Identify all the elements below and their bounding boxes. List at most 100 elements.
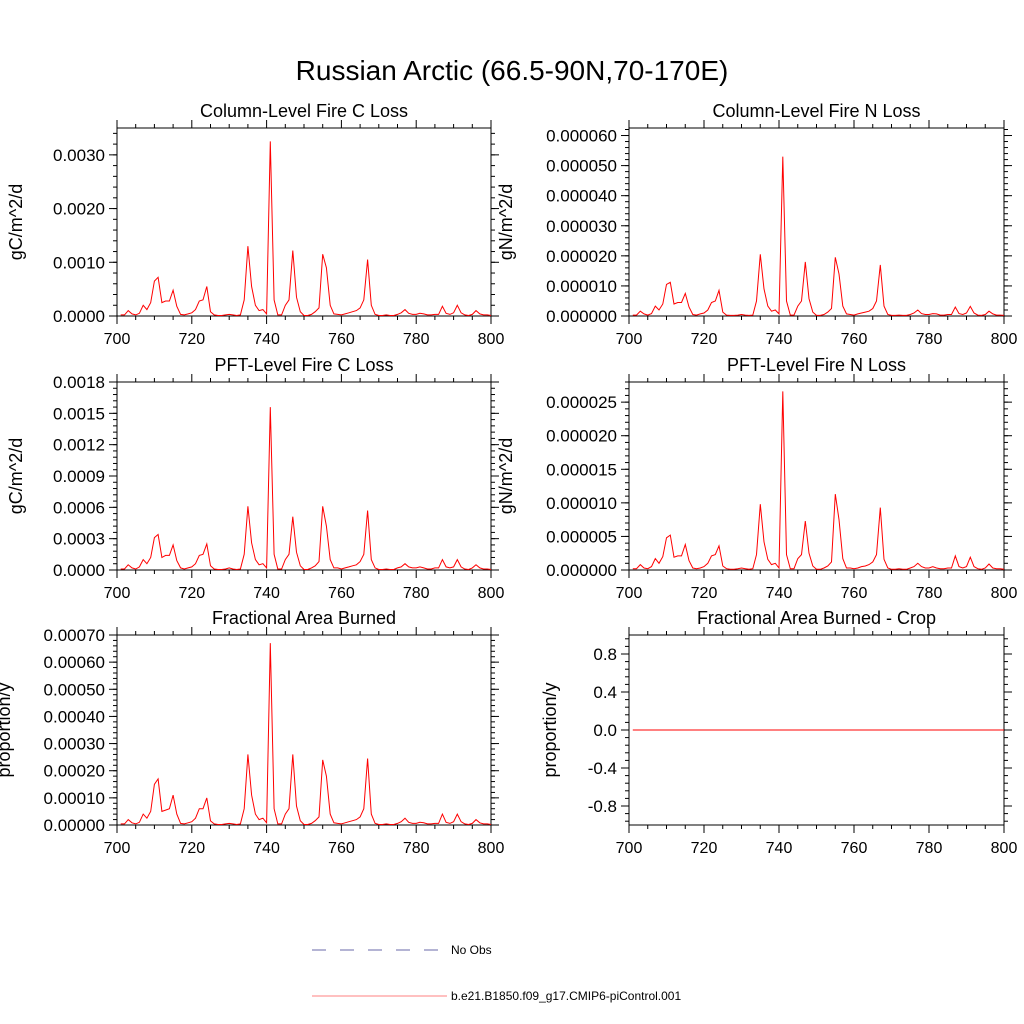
legend: No Obs b.e21.B1850.f09_g17.CMIP6-piContr… bbox=[312, 943, 681, 1003]
legend-label-model: b.e21.B1850.f09_g17.CMIP6-piControl.001 bbox=[451, 989, 681, 1003]
chart-title: Column-Level Fire N Loss bbox=[712, 101, 920, 121]
x-tick-label: 760 bbox=[328, 840, 355, 857]
y-axis-label: gC/m^2/d bbox=[6, 438, 26, 514]
x-tick-label: 700 bbox=[616, 585, 643, 602]
x-tick-label: 720 bbox=[178, 840, 205, 857]
chart-panel-1: Column-Level Fire C Loss gC/m^2/d 700 720 74… bbox=[6, 101, 504, 348]
series-line bbox=[120, 643, 492, 826]
y-tick-label: 0.0000 bbox=[53, 561, 105, 580]
y-tick-label: 0.000030 bbox=[546, 217, 617, 236]
y-axis-label: gC/m^2/d bbox=[6, 184, 26, 260]
y-axis-label: proportion/y bbox=[540, 682, 560, 777]
plot-frame bbox=[628, 381, 1005, 571]
plot-frame bbox=[628, 127, 1005, 317]
y-tick-label: 0.00050 bbox=[44, 680, 105, 699]
x-tick-label: 780 bbox=[403, 840, 430, 857]
y-tick-label: 0.0009 bbox=[53, 467, 105, 486]
x-tick-label: 780 bbox=[403, 331, 430, 348]
chart-panel-6: Fractional Area Burned - Crop proportion/… bbox=[540, 608, 1017, 857]
x-tick-label: 800 bbox=[991, 585, 1018, 602]
x-tick-label: 700 bbox=[104, 331, 131, 348]
y-axis-label: proportion/y bbox=[0, 682, 14, 777]
y-axis-label: gN/m^2/d bbox=[496, 184, 516, 260]
x-tick-label: 760 bbox=[841, 585, 868, 602]
y-tick-label: 0.000000 bbox=[546, 561, 617, 580]
chart-panel-3: PFT-Level Fire C Loss gC/m^2/d 700 720 740 76… bbox=[6, 355, 504, 602]
chart-panels: Column-Level Fire C Loss gC/m^2/d 700 720 74… bbox=[0, 101, 1017, 857]
y-tick-label: 0.000010 bbox=[546, 494, 617, 513]
y-tick-label: 0.0020 bbox=[53, 200, 105, 219]
y-tick-label: -0.4 bbox=[588, 759, 617, 778]
x-tick-label: 700 bbox=[104, 585, 131, 602]
x-tick-label: 720 bbox=[178, 331, 205, 348]
x-tick-label: 800 bbox=[478, 331, 505, 348]
x-tick-label: 720 bbox=[691, 585, 718, 602]
y-tick-label: 0.000060 bbox=[546, 127, 617, 146]
y-tick-label: 0.000015 bbox=[546, 460, 617, 479]
y-tick-label: 0.0006 bbox=[53, 498, 105, 517]
y-tick-label: 0.0012 bbox=[53, 436, 105, 455]
y-tick-label: 0.8 bbox=[593, 645, 617, 664]
x-tick-label: 720 bbox=[691, 331, 718, 348]
y-tick-label: 0.000020 bbox=[546, 427, 617, 446]
y-tick-label: 0.00040 bbox=[44, 707, 105, 726]
x-tick-label: 740 bbox=[766, 840, 793, 857]
x-tick-label: 780 bbox=[916, 585, 943, 602]
y-tick-label: 0.4 bbox=[593, 683, 617, 702]
y-tick-label: 0.0010 bbox=[53, 253, 105, 272]
x-tick-label: 800 bbox=[991, 840, 1018, 857]
chart-panel-2: Column-Level Fire N Loss gN/m^2/d 700 720 74… bbox=[496, 101, 1017, 348]
x-tick-label: 780 bbox=[916, 331, 943, 348]
x-tick-label: 740 bbox=[766, 331, 793, 348]
chart-title: PFT-Level Fire C Loss bbox=[214, 355, 393, 375]
y-tick-label: 0.000040 bbox=[546, 187, 617, 206]
plot-frame bbox=[116, 381, 492, 571]
legend-label-no-obs: No Obs bbox=[451, 943, 492, 957]
y-tick-label: 0.0018 bbox=[53, 373, 105, 392]
y-tick-label: 0.000025 bbox=[546, 393, 617, 412]
page-title: Russian Arctic (66.5-90N,70-170E) bbox=[296, 55, 729, 86]
y-tick-label: 0.00000 bbox=[44, 816, 105, 835]
y-tick-label: -0.8 bbox=[588, 797, 617, 816]
chart-panel-4: PFT-Level Fire N Loss gN/m^2/d 700 720 740 76… bbox=[496, 355, 1017, 602]
x-tick-label: 800 bbox=[991, 331, 1018, 348]
y-tick-label: 0.000000 bbox=[546, 307, 617, 326]
y-tick-label: 0.0 bbox=[593, 721, 617, 740]
x-tick-label: 740 bbox=[253, 331, 280, 348]
y-axis-label: gN/m^2/d bbox=[496, 438, 516, 514]
chart-panel-5: Fractional Area Burned proportion/y 700 720… bbox=[0, 608, 504, 857]
x-tick-label: 700 bbox=[104, 840, 131, 857]
x-tick-label: 760 bbox=[328, 331, 355, 348]
chart-title: PFT-Level Fire N Loss bbox=[727, 355, 906, 375]
y-tick-label: 0.00020 bbox=[44, 762, 105, 781]
x-tick-label: 740 bbox=[766, 585, 793, 602]
x-tick-label: 800 bbox=[478, 840, 505, 857]
y-tick-label: 0.00070 bbox=[44, 626, 105, 645]
chart-title: Column-Level Fire C Loss bbox=[200, 101, 408, 121]
y-tick-label: 0.000005 bbox=[546, 527, 617, 546]
x-tick-label: 700 bbox=[616, 840, 643, 857]
chart-title: Fractional Area Burned bbox=[212, 608, 396, 628]
x-tick-label: 760 bbox=[328, 585, 355, 602]
y-tick-label: 0.0030 bbox=[53, 146, 105, 165]
series-line bbox=[120, 407, 492, 571]
y-tick-label: 0.00010 bbox=[44, 789, 105, 808]
y-tick-label: 0.00060 bbox=[44, 653, 105, 672]
series-line bbox=[632, 391, 1005, 570]
series-line bbox=[120, 141, 492, 317]
x-tick-label: 780 bbox=[916, 840, 943, 857]
x-tick-label: 700 bbox=[616, 331, 643, 348]
x-tick-label: 760 bbox=[841, 331, 868, 348]
x-tick-label: 740 bbox=[253, 840, 280, 857]
y-tick-label: 0.0003 bbox=[53, 530, 105, 549]
series-line bbox=[632, 156, 1005, 316]
y-tick-label: 0.0015 bbox=[53, 404, 105, 423]
y-tick-label: 0.00030 bbox=[44, 735, 105, 754]
x-tick-label: 760 bbox=[841, 840, 868, 857]
y-tick-label: 0.000020 bbox=[546, 247, 617, 266]
plot-frame bbox=[116, 127, 492, 317]
x-tick-label: 720 bbox=[691, 840, 718, 857]
x-tick-label: 740 bbox=[253, 585, 280, 602]
x-tick-label: 780 bbox=[403, 585, 430, 602]
